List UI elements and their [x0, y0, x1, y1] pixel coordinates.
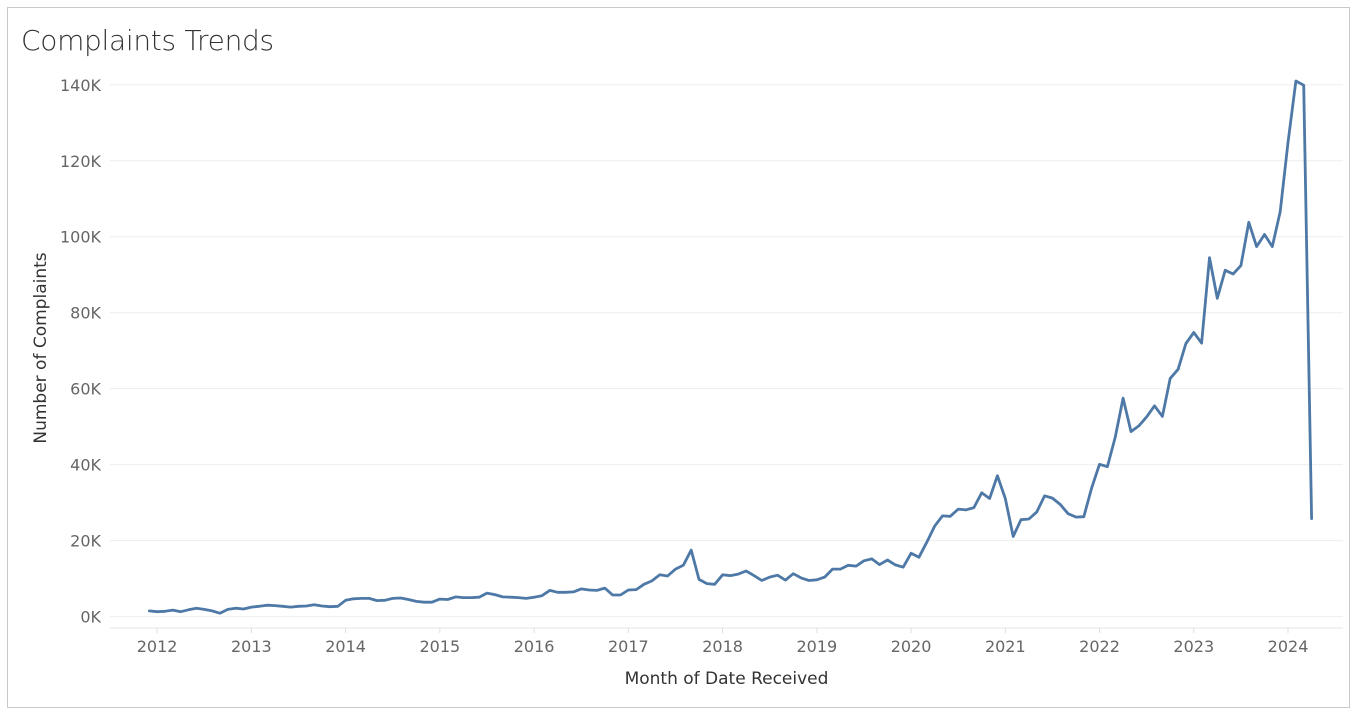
x-tick-label: 2012 [137, 637, 178, 656]
y-tick-label: 60K [70, 380, 101, 399]
x-tick-label: 2018 [702, 637, 743, 656]
y-tick-label: 100K [60, 228, 102, 247]
x-tick-label: 2017 [608, 637, 649, 656]
y-tick-label: 80K [70, 304, 101, 323]
y-tick-label: 0K [80, 608, 101, 627]
x-tick-label: 2023 [1173, 637, 1214, 656]
chart-frame [7, 7, 1350, 708]
y-axis-ticks: 0K 20K 40K 60K 80K 100K 120K 140K [60, 76, 102, 627]
y-tick-label: 20K [70, 532, 101, 551]
chart-title: Complaints Trends [21, 24, 274, 57]
x-tick-label: 2024 [1268, 637, 1309, 656]
x-tick-label: 2013 [231, 637, 272, 656]
x-tick-label: 2022 [1079, 637, 1120, 656]
gridlines [110, 84, 1343, 618]
x-axis-ticks: 2012 2013 2014 2015 2016 2017 2018 2019 2020 2021… [137, 628, 1309, 656]
x-tick-label: 2019 [796, 637, 837, 656]
series-line-complaints [147, 79, 1313, 615]
y-axis-title: Number of Complaints [31, 252, 51, 443]
x-tick-label: 2015 [419, 637, 460, 656]
x-tick-label: 2021 [985, 637, 1026, 656]
y-tick-label: 140K [60, 76, 102, 95]
y-tick-label: 40K [70, 456, 101, 475]
x-tick-label: 2020 [891, 637, 932, 656]
x-tick-label: 2016 [514, 637, 555, 656]
y-tick-label: 120K [60, 152, 102, 171]
x-tick-label: 2014 [325, 637, 366, 656]
x-axis-title: Month of Date Received [625, 669, 829, 689]
